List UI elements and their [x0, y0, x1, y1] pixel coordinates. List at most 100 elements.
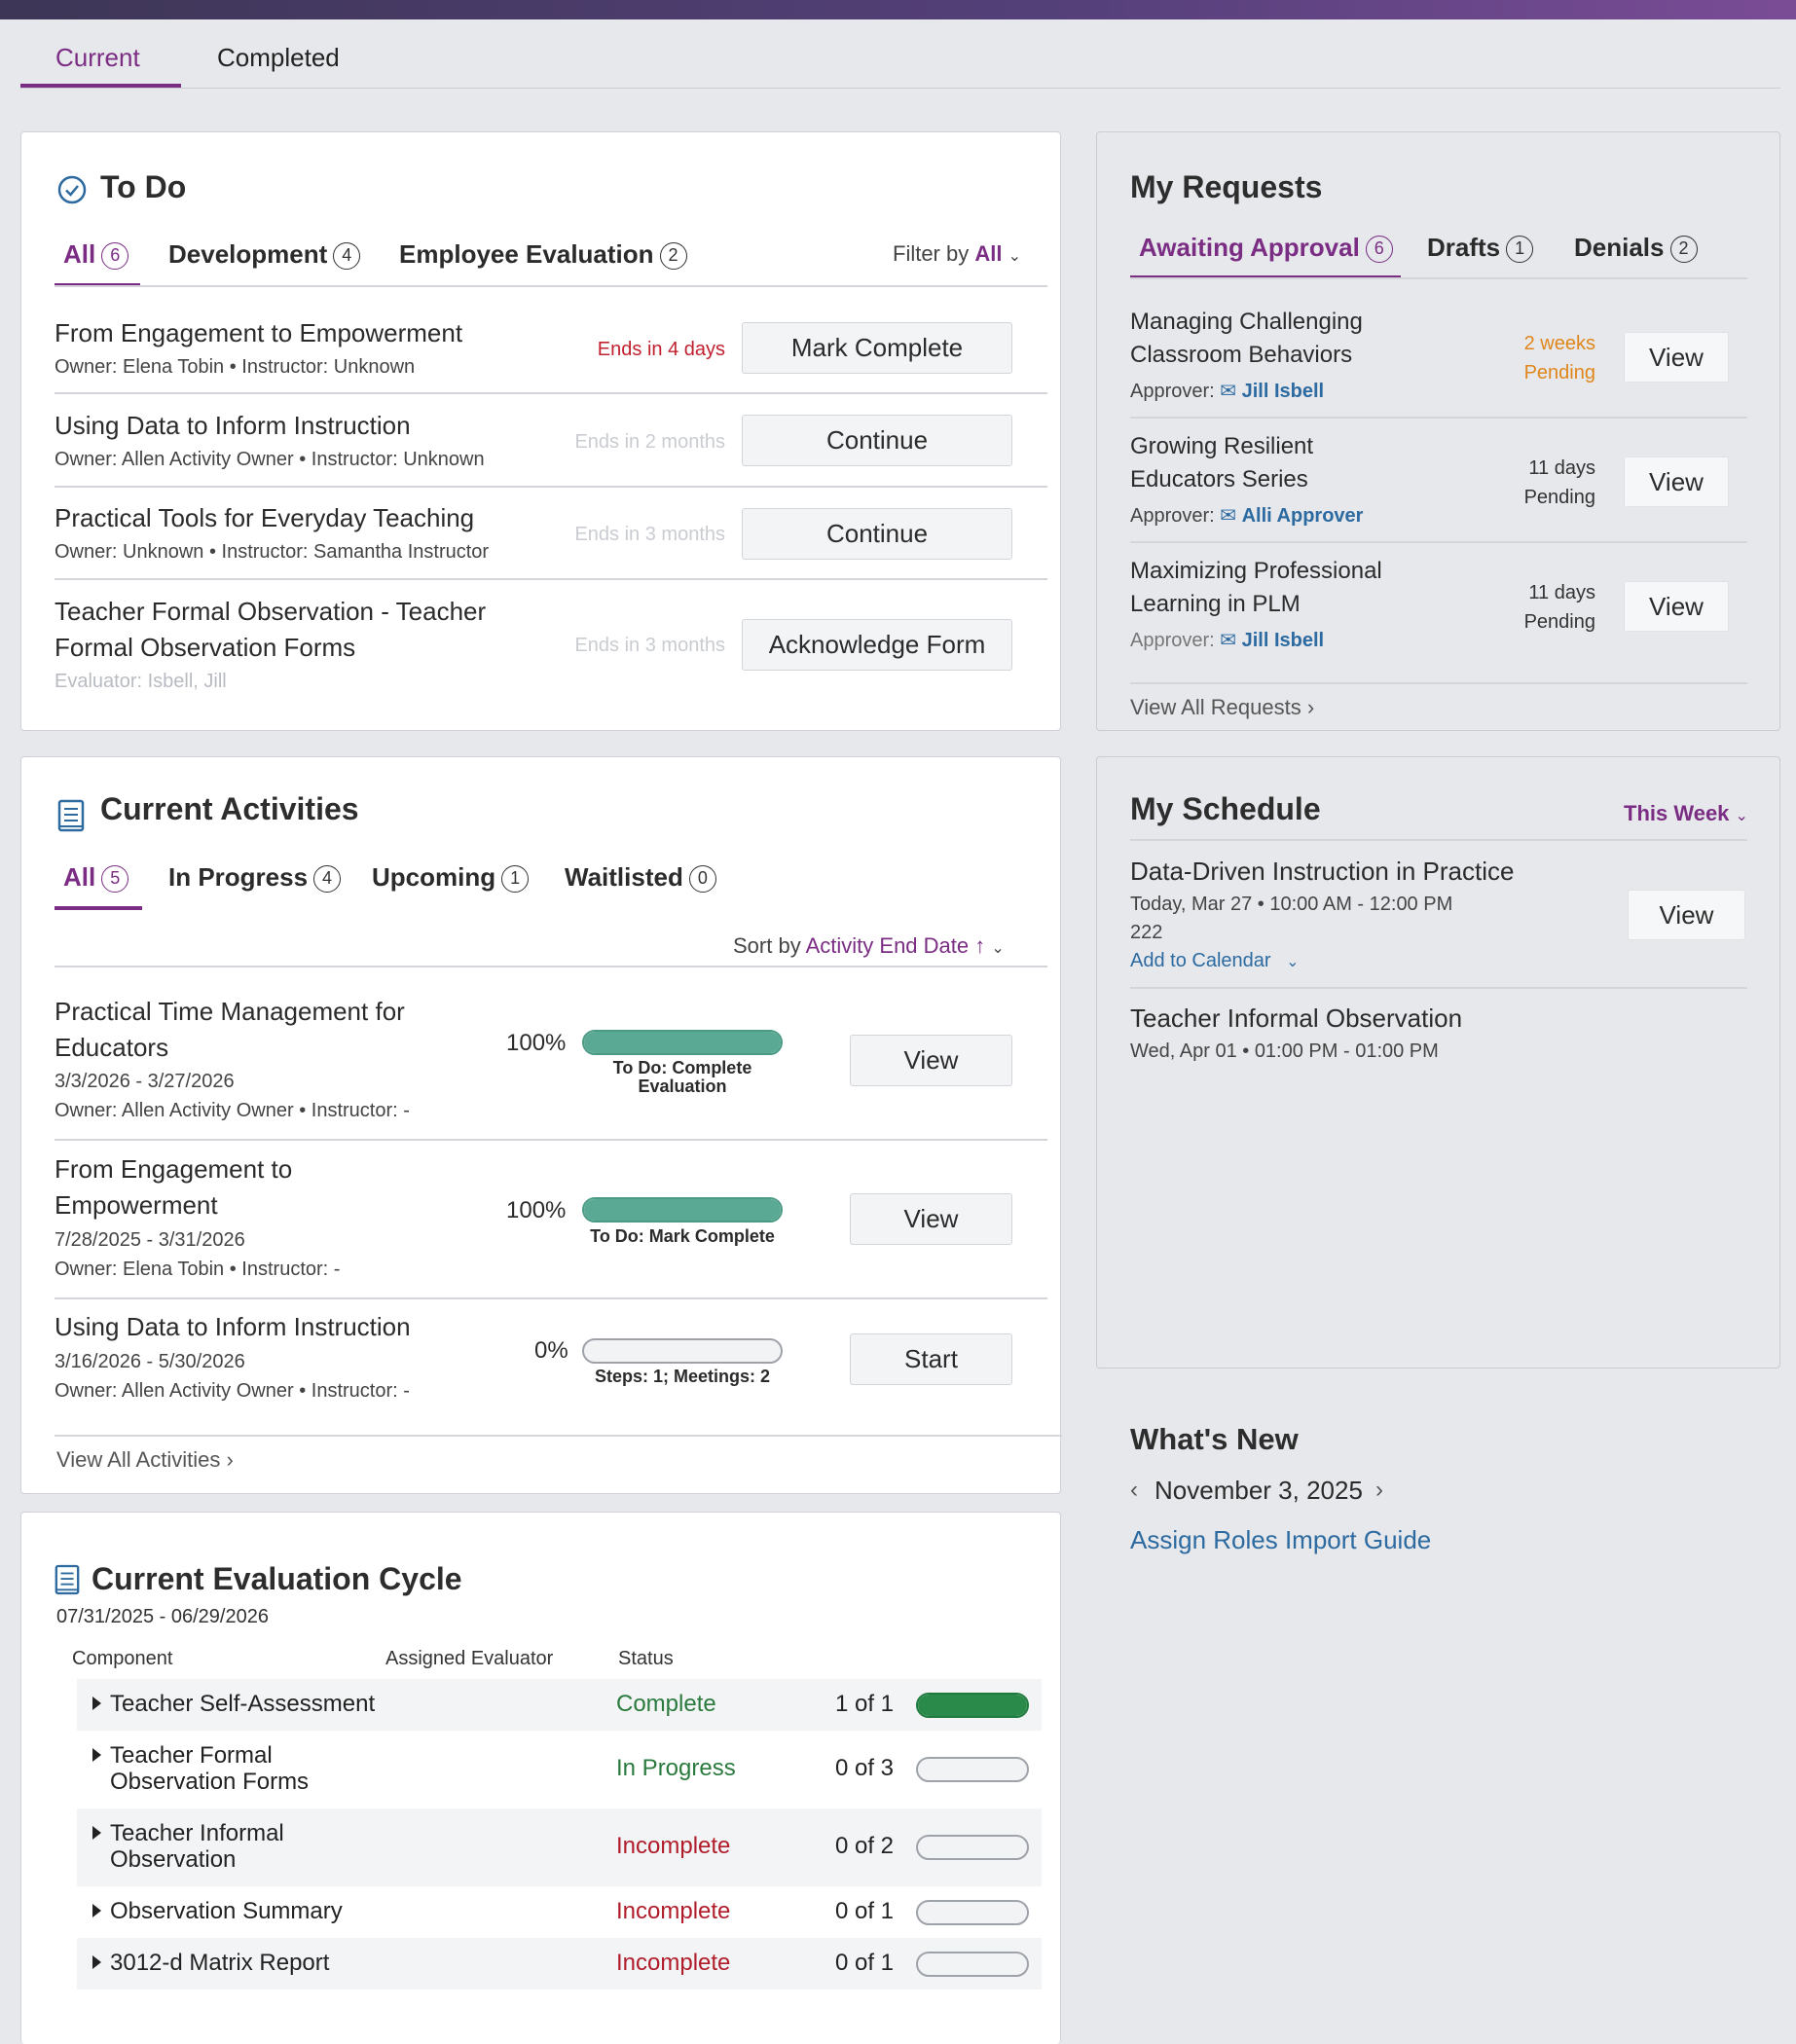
todo-tab-development[interactable]: Development 4	[168, 239, 361, 270]
add-to-calendar-link[interactable]: Add to Calendar ⌄	[1130, 950, 1300, 971]
expand-triangle-icon[interactable]	[92, 1904, 101, 1917]
evaluation-row[interactable]: 3012-d Matrix Report Incomplete 0 of 1	[77, 1938, 1042, 1989]
requests-tab-drafts[interactable]: Drafts 1	[1427, 233, 1534, 263]
schedule-event-title[interactable]: Teacher Informal Observation	[1130, 1004, 1463, 1033]
continue-button[interactable]: Continue	[742, 415, 1012, 466]
evaluation-row[interactable]: Teacher Informal Observation Incomplete …	[77, 1808, 1042, 1886]
todo-tab-all[interactable]: All 6	[63, 239, 129, 270]
schedule-event-time: Wed, Apr 01 • 01:00 PM - 01:00 PM	[1130, 1040, 1439, 1062]
activity-note: To Do: Mark Complete	[590, 1226, 775, 1246]
evaluation-row[interactable]: Teacher Formal Observation Forms In Prog…	[77, 1731, 1042, 1808]
view-all-requests-link[interactable]: View All Requests ›	[1130, 695, 1315, 719]
schedule-event-room: 222	[1130, 922, 1163, 943]
divider	[55, 578, 1047, 580]
component-name-line2: Observation Forms	[110, 1769, 310, 1795]
chevron-down-icon: ⌄	[991, 940, 1005, 957]
component-count: 0 of 1	[834, 1898, 894, 1924]
column-evaluator: Assigned Evaluator	[385, 1648, 554, 1669]
view-button[interactable]: View	[1628, 890, 1745, 940]
mail-icon: ✉	[1220, 381, 1237, 402]
divider	[1130, 417, 1747, 419]
request-title-line2[interactable]: Classroom Behaviors	[1130, 342, 1353, 368]
todo-item-meta: Owner: Unknown • Instructor: Samantha In…	[55, 541, 490, 563]
component-status: Incomplete	[616, 1950, 731, 1976]
request-title-line1[interactable]: Growing Resilient	[1130, 433, 1314, 459]
chevron-left-icon[interactable]: ‹	[1130, 1477, 1138, 1503]
divider	[55, 1297, 1047, 1299]
request-status: 2 weeks Pending	[1523, 333, 1595, 383]
view-button[interactable]: View	[1624, 581, 1729, 632]
request-title-line2[interactable]: Learning in PLM	[1130, 591, 1301, 617]
activities-tab-in-progress[interactable]: In Progress 4	[168, 862, 342, 893]
activity-percent: 100%	[506, 1030, 567, 1056]
sort-arrow-icon: ↑	[974, 933, 986, 958]
todo-item-title[interactable]: From Engagement to Empowerment	[55, 318, 463, 347]
whats-new-title: What's New	[1130, 1422, 1299, 1456]
view-all-activities-link[interactable]: View All Activities ›	[56, 1447, 234, 1472]
view-button[interactable]: View	[1624, 332, 1729, 383]
todo-item-meta: Owner: Allen Activity Owner • Instructor…	[55, 449, 485, 470]
acknowledge-form-button[interactable]: Acknowledge Form	[742, 619, 1012, 671]
todo-item-meta: Evaluator: Isbell, Jill	[55, 671, 227, 692]
component-status: Incomplete	[616, 1898, 731, 1924]
schedule-event-title[interactable]: Data-Driven Instruction in Practice	[1130, 857, 1515, 886]
mail-icon: ✉	[1220, 630, 1237, 651]
requests-tab-awaiting-approval[interactable]: Awaiting Approval 6	[1139, 233, 1393, 263]
todo-item-title-line1[interactable]: Teacher Formal Observation - Teacher	[55, 597, 487, 626]
divider	[1130, 987, 1747, 989]
todo-item-title-line2[interactable]: Formal Observation Forms	[55, 633, 356, 662]
activity-title-line2[interactable]: Educators	[55, 1033, 169, 1062]
evaluation-row[interactable]: Observation Summary Incomplete 0 of 1	[77, 1886, 1042, 1938]
expand-triangle-icon[interactable]	[92, 1826, 101, 1840]
component-progress-bar	[916, 1835, 1029, 1860]
todo-item-meta: Owner: Elena Tobin • Instructor: Unknown	[55, 356, 416, 378]
start-button[interactable]: Start	[850, 1333, 1012, 1385]
todo-filter[interactable]: Filter by All ⌄	[893, 241, 1022, 266]
activity-title-line1[interactable]: From Engagement to	[55, 1154, 293, 1184]
top-banner	[0, 0, 1796, 19]
chevron-down-icon: ⌄	[1286, 954, 1300, 970]
evaluation-row[interactable]: Teacher Self-Assessment Complete 1 of 1	[77, 1679, 1042, 1731]
todo-item-ends: Ends in 4 days	[597, 339, 725, 360]
component-progress-bar	[916, 1693, 1029, 1718]
tab-current[interactable]: Current	[55, 43, 140, 72]
tab-completed[interactable]: Completed	[217, 43, 340, 72]
request-title-line1[interactable]: Maximizing Professional	[1130, 558, 1382, 584]
request-title-line1[interactable]: Managing Challenging	[1130, 309, 1363, 335]
continue-button[interactable]: Continue	[742, 508, 1012, 560]
todo-item-title[interactable]: Practical Tools for Everyday Teaching	[55, 503, 475, 532]
activity-title[interactable]: Using Data to Inform Instruction	[55, 1312, 411, 1341]
request-title-line2[interactable]: Educators Series	[1130, 466, 1308, 493]
expand-triangle-icon[interactable]	[92, 1955, 101, 1969]
chevron-right-icon: ›	[226, 1447, 234, 1472]
activities-sort[interactable]: Sort by Activity End Date ↑ ⌄	[733, 933, 1005, 958]
whats-new-link[interactable]: Assign Roles Import Guide	[1130, 1525, 1432, 1554]
divider	[55, 966, 1047, 967]
view-button[interactable]: View	[1624, 456, 1729, 507]
component-progress-bar	[916, 1900, 1029, 1925]
schedule-range-select[interactable]: This Week ⌄	[1624, 801, 1748, 825]
expand-triangle-icon[interactable]	[92, 1697, 101, 1710]
progress-fill	[584, 1032, 781, 1053]
chevron-right-icon[interactable]: ›	[1375, 1477, 1383, 1503]
activities-tab-indicator	[55, 906, 142, 910]
activity-progress-bar	[582, 1030, 783, 1055]
activities-tab-upcoming[interactable]: Upcoming 1	[372, 862, 530, 893]
activities-tab-all[interactable]: All 5	[63, 862, 129, 893]
component-name-line1: Teacher Formal	[110, 1742, 273, 1769]
mark-complete-button[interactable]: Mark Complete	[742, 322, 1012, 374]
activity-title-line2[interactable]: Empowerment	[55, 1190, 218, 1220]
mail-icon: ✉	[1220, 505, 1237, 527]
view-button[interactable]: View	[850, 1035, 1012, 1086]
expand-triangle-icon[interactable]	[92, 1748, 101, 1762]
request-status: 11 days Pending	[1523, 582, 1595, 633]
activity-dates: 3/3/2026 - 3/27/2026	[55, 1071, 235, 1092]
activity-title-line1[interactable]: Practical Time Management for	[55, 997, 405, 1026]
todo-item-title[interactable]: Using Data to Inform Instruction	[55, 411, 411, 440]
requests-tab-denials[interactable]: Denials 2	[1574, 233, 1698, 263]
activity-progress-bar	[582, 1338, 783, 1364]
activities-tab-waitlisted[interactable]: Waitlisted 0	[565, 862, 716, 893]
view-button[interactable]: View	[850, 1193, 1012, 1245]
divider	[1130, 277, 1747, 279]
todo-tab-employee-evaluation[interactable]: Employee Evaluation 2	[399, 239, 687, 270]
